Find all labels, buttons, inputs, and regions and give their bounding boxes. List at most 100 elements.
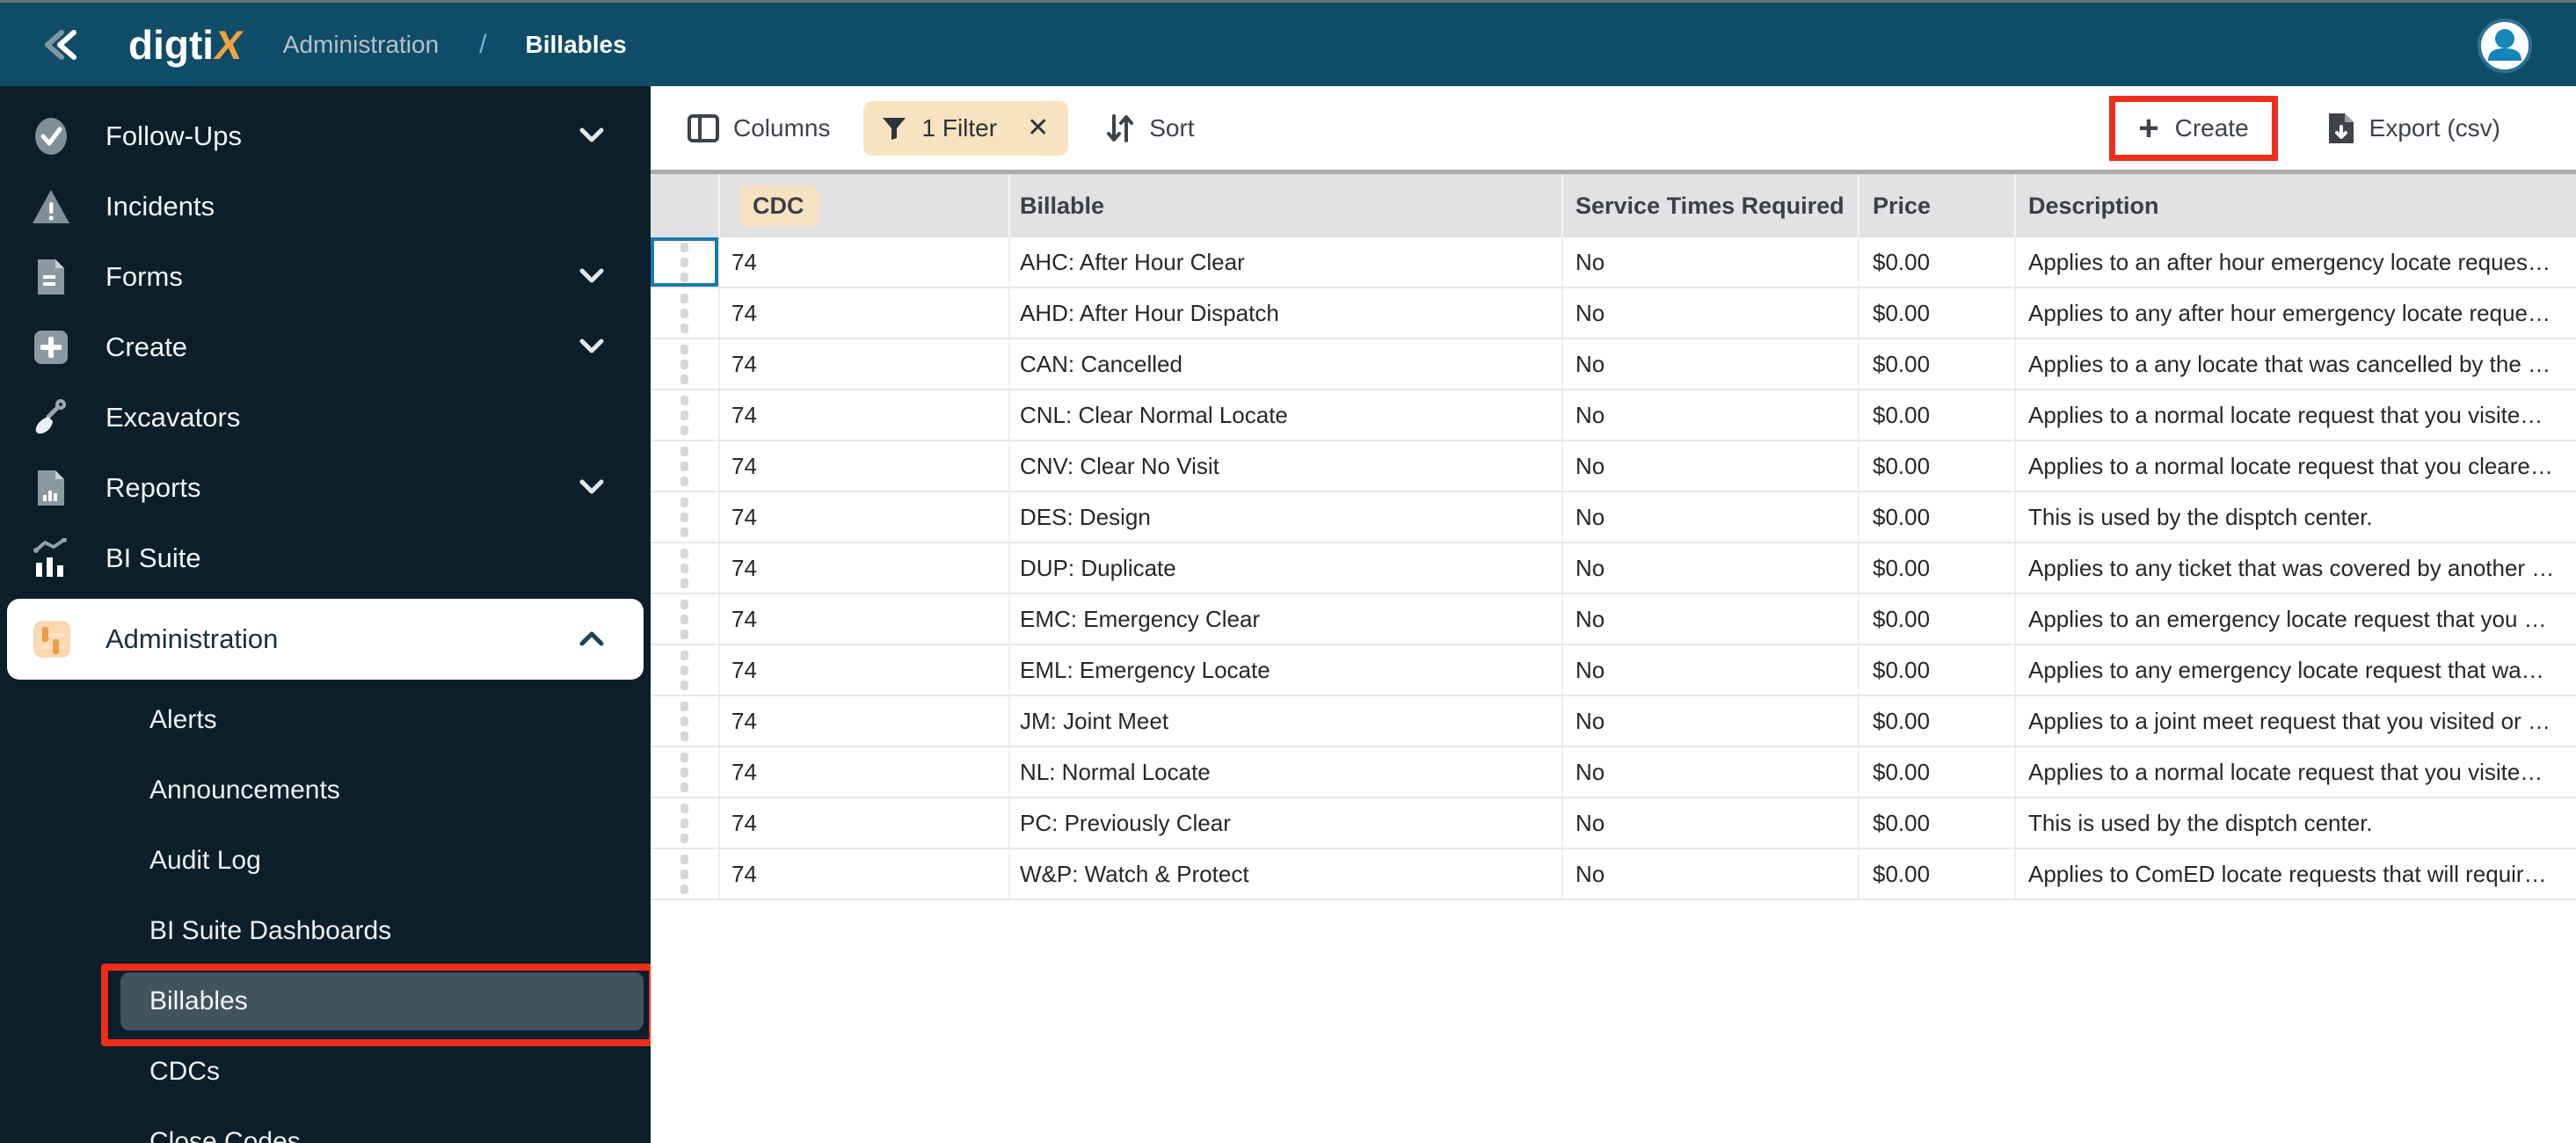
header-cell-price[interactable]: Price	[1858, 174, 2014, 237]
cell-billable[interactable]: AHC: After Hour Clear	[1008, 237, 1561, 287]
header-cell-description[interactable]: Description	[2014, 174, 2576, 237]
cell-description[interactable]: Applies to an after hour emergency locat…	[2014, 237, 2576, 287]
breadcrumb-current[interactable]: Billables	[525, 30, 627, 58]
cell-service-times[interactable]: No	[1561, 390, 1858, 440]
row-drag-handle[interactable]	[651, 696, 718, 746]
cell-description[interactable]: Applies to a normal locate request that …	[2014, 390, 2576, 440]
filter-clear-button[interactable]: ✕	[1027, 113, 1050, 142]
cell-price[interactable]: $0.00	[1858, 798, 2014, 848]
cell-price[interactable]: $0.00	[1858, 696, 2014, 746]
sidebar-item-create[interactable]: Create	[0, 312, 651, 382]
cell-cdc[interactable]: 74	[718, 594, 1008, 644]
cell-price[interactable]: $0.00	[1858, 747, 2014, 797]
cell-service-times[interactable]: No	[1561, 798, 1858, 848]
cell-description[interactable]: Applies to a normal locate request that …	[2014, 747, 2576, 797]
cell-service-times[interactable]: No	[1561, 849, 1858, 899]
table-row[interactable]: 74 AHC: After Hour Clear No $0.00 Applie…	[651, 237, 2576, 288]
header-cell-cdc[interactable]: CDC	[718, 174, 1008, 237]
cell-description[interactable]: Applies to any ticket that was covered b…	[2014, 543, 2576, 593]
cell-price[interactable]: $0.00	[1858, 645, 2014, 695]
row-drag-handle[interactable]	[651, 594, 718, 644]
table-row[interactable]: 74 EMC: Emergency Clear No $0.00 Applies…	[651, 594, 2576, 645]
row-drag-handle[interactable]	[651, 441, 718, 491]
header-cell-service-times[interactable]: Service Times Required	[1561, 174, 1858, 237]
cell-billable[interactable]: DES: Design	[1008, 492, 1561, 542]
cell-description[interactable]: This is used by the disptch center.	[2014, 492, 2576, 542]
sidebar-subitem-close-codes[interactable]: Close Codes	[0, 1107, 651, 1143]
table-row[interactable]: 74 DES: Design No $0.00 This is used by …	[651, 492, 2576, 543]
cell-service-times[interactable]: No	[1561, 237, 1858, 287]
sidebar-item-forms[interactable]: Forms	[0, 242, 651, 312]
row-drag-handle[interactable]	[651, 798, 718, 848]
header-cell-billable[interactable]: Billable	[1008, 174, 1561, 237]
cell-cdc[interactable]: 74	[718, 543, 1008, 593]
cell-billable[interactable]: DUP: Duplicate	[1008, 543, 1561, 593]
cell-price[interactable]: $0.00	[1858, 288, 2014, 338]
cell-billable[interactable]: CNL: Clear Normal Locate	[1008, 390, 1561, 440]
cell-description[interactable]: Applies to a any locate that was cancell…	[2014, 339, 2576, 389]
filter-chip[interactable]: 1 Filter ✕	[863, 100, 1069, 156]
cell-cdc[interactable]: 74	[718, 696, 1008, 746]
cell-billable[interactable]: JM: Joint Meet	[1008, 696, 1561, 746]
cell-cdc[interactable]: 74	[718, 492, 1008, 542]
cell-price[interactable]: $0.00	[1858, 543, 2014, 593]
sidebar-item-excavators[interactable]: Excavators	[0, 382, 651, 453]
cell-description[interactable]: Applies to ComED locate requests that wi…	[2014, 849, 2576, 899]
row-drag-handle[interactable]	[651, 288, 718, 338]
cell-billable[interactable]: CNV: Clear No Visit	[1008, 441, 1561, 491]
cell-price[interactable]: $0.00	[1858, 849, 2014, 899]
table-row[interactable]: 74 CAN: Cancelled No $0.00 Applies to a …	[651, 339, 2576, 390]
cell-description[interactable]: This is used by the disptch center.	[2014, 798, 2576, 848]
cell-service-times[interactable]: No	[1561, 288, 1858, 338]
row-drag-handle[interactable]	[651, 339, 718, 389]
table-row[interactable]: 74 CNL: Clear Normal Locate No $0.00 App…	[651, 390, 2576, 441]
cell-billable[interactable]: EMC: Emergency Clear	[1008, 594, 1561, 644]
cell-description[interactable]: Applies to a normal locate request that …	[2014, 441, 2576, 491]
sidebar-subitem-billables-active[interactable]: Billables	[120, 972, 644, 1030]
row-drag-handle[interactable]	[651, 645, 718, 695]
sidebar-subitem-announcements[interactable]: Announcements	[0, 755, 651, 826]
cell-cdc[interactable]: 74	[718, 645, 1008, 695]
cell-price[interactable]: $0.00	[1858, 492, 2014, 542]
table-row[interactable]: 74 W&P: Watch & Protect No $0.00 Applies…	[651, 849, 2576, 900]
cell-cdc[interactable]: 74	[718, 441, 1008, 491]
cell-service-times[interactable]: No	[1561, 594, 1858, 644]
cell-service-times[interactable]: No	[1561, 645, 1858, 695]
sidebar-item-follow-ups[interactable]: Follow-Ups	[0, 101, 651, 171]
cell-service-times[interactable]: No	[1561, 441, 1858, 491]
export-csv-button[interactable]: Export (csv)	[2327, 112, 2500, 145]
cell-service-times[interactable]: No	[1561, 492, 1858, 542]
cdc-filtered-pill[interactable]: CDC	[739, 185, 819, 227]
row-drag-handle[interactable]	[651, 543, 718, 593]
table-row[interactable]: 74 DUP: Duplicate No $0.00 Applies to an…	[651, 543, 2576, 594]
table-row[interactable]: 74 PC: Previously Clear No $0.00 This is…	[651, 798, 2576, 849]
row-drag-handle[interactable]	[651, 237, 718, 287]
cell-service-times[interactable]: No	[1561, 747, 1858, 797]
sidebar-item-reports[interactable]: Reports	[0, 453, 651, 523]
cell-cdc[interactable]: 74	[718, 288, 1008, 338]
cell-billable[interactable]: EML: Emergency Locate	[1008, 645, 1561, 695]
cell-service-times[interactable]: No	[1561, 696, 1858, 746]
table-row[interactable]: 74 NL: Normal Locate No $0.00 Applies to…	[651, 747, 2576, 798]
row-drag-handle[interactable]	[651, 492, 718, 542]
row-drag-handle[interactable]	[651, 747, 718, 797]
cell-service-times[interactable]: No	[1561, 339, 1858, 389]
cell-cdc[interactable]: 74	[718, 849, 1008, 899]
sidebar-item-bi-suite[interactable]: BI Suite	[0, 523, 651, 593]
cell-billable[interactable]: NL: Normal Locate	[1008, 747, 1561, 797]
sidebar-subitem-audit-log[interactable]: Audit Log	[0, 826, 651, 896]
cell-price[interactable]: $0.00	[1858, 339, 2014, 389]
user-avatar[interactable]	[2478, 18, 2532, 73]
sidebar-subitem-billables[interactable]: Billables	[0, 964, 651, 1046]
cell-description[interactable]: Applies to any emergency locate request …	[2014, 645, 2576, 695]
cell-billable[interactable]: PC: Previously Clear	[1008, 798, 1561, 848]
cell-cdc[interactable]: 74	[718, 747, 1008, 797]
table-row[interactable]: 74 JM: Joint Meet No $0.00 Applies to a …	[651, 696, 2576, 747]
cell-cdc[interactable]: 74	[718, 798, 1008, 848]
cell-cdc[interactable]: 74	[718, 237, 1008, 287]
columns-button[interactable]: Columns	[688, 113, 830, 142]
cell-billable[interactable]: CAN: Cancelled	[1008, 339, 1561, 389]
sort-button[interactable]: Sort	[1105, 113, 1195, 143]
cell-cdc[interactable]: 74	[718, 390, 1008, 440]
cell-description[interactable]: Applies to any after hour emergency loca…	[2014, 288, 2576, 338]
